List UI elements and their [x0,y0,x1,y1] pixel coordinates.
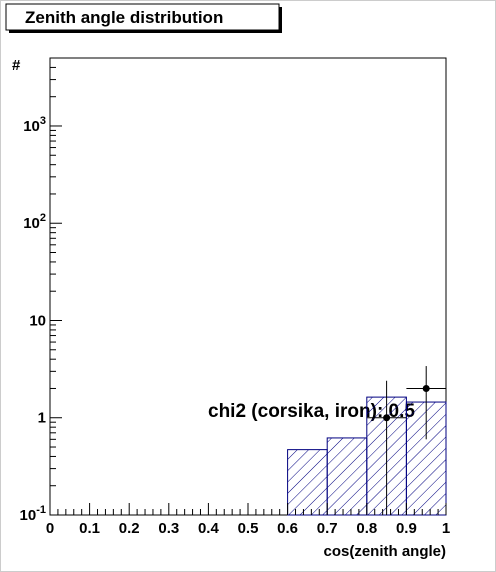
y-tick-base: 10 [20,507,37,524]
title-box [5,3,280,31]
x-tick-label: 0.5 [238,520,259,537]
annotation: chi2 (corsika, iron): 0.5 [208,401,415,422]
data-point [422,384,430,392]
y-tick-label: 1 [38,410,46,427]
y-tick-exponent: 2 [40,212,46,224]
y-tick-base: 10 [23,118,40,135]
y-tick-label: 10-1 [20,504,46,524]
data-point [383,414,391,422]
y-axis-title: # [12,57,21,74]
histogram-bar [287,449,328,516]
x-tick-label: 0.9 [396,520,417,537]
x-tick-label: 0.8 [356,520,377,537]
y-tick-label: 103 [23,115,46,135]
x-tick-label: 0.1 [79,520,100,537]
y-tick-exponent: 3 [40,115,46,127]
y-tick-label: 102 [23,212,46,232]
x-tick-label: 1 [442,520,450,537]
y-tick-base: 10 [29,312,46,329]
y-tick-base: 10 [23,215,40,232]
y-tick-base: 1 [38,410,46,427]
x-tick-label: 0.2 [119,520,140,537]
x-tick-label: 0.7 [317,520,338,537]
x-tick-label: 0.6 [277,520,298,537]
x-tick-label: 0 [46,520,54,537]
y-tick-exponent: -1 [36,504,46,516]
x-tick-label: 0.3 [158,520,179,537]
y-tick-label: 10 [29,312,46,329]
chart-title: Zenith angle distribution [25,8,223,27]
x-axis-title: cos(zenith angle) [323,543,446,560]
x-tick-label: 0.4 [198,520,220,537]
histogram-bar [326,437,368,516]
